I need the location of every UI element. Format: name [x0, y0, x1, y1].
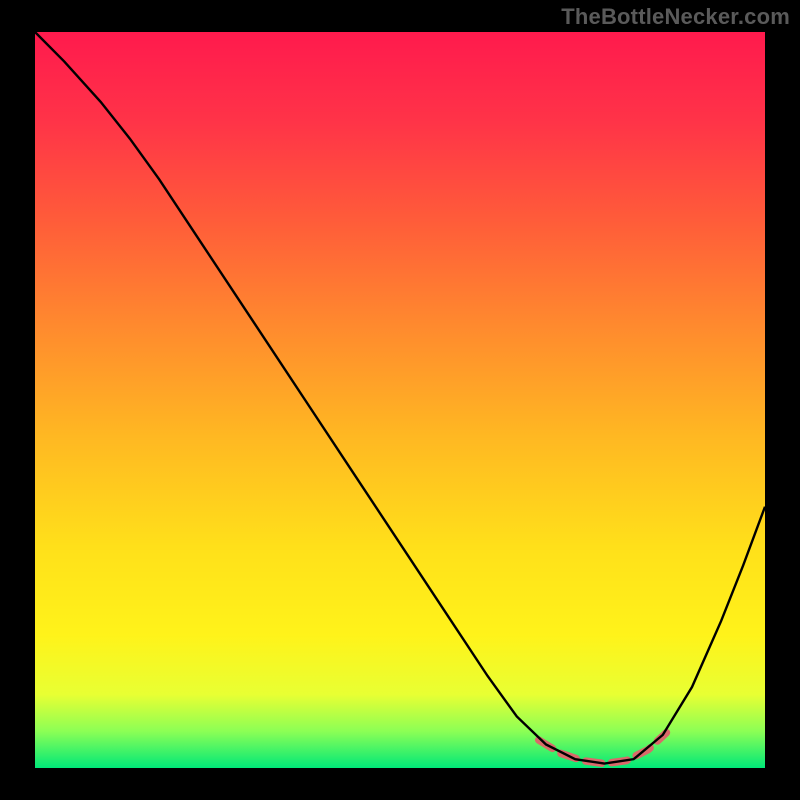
gradient-background [35, 32, 765, 768]
watermark-text: TheBottleNecker.com [561, 4, 790, 30]
plot-area [35, 32, 765, 768]
chart-container: TheBottleNecker.com [0, 0, 800, 800]
